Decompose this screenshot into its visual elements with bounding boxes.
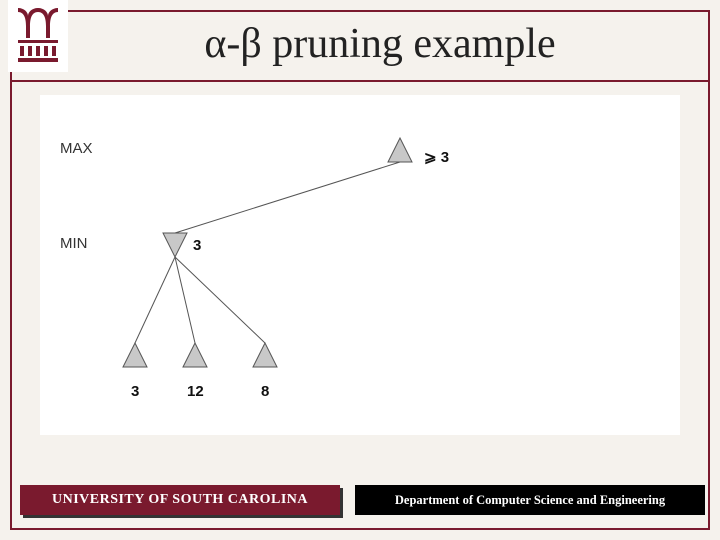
tree-node bbox=[388, 138, 412, 162]
slide-title: α-β pruning example bbox=[0, 20, 720, 68]
tree-node bbox=[253, 343, 277, 367]
tree-node bbox=[123, 343, 147, 367]
footer-department: Department of Computer Science and Engin… bbox=[355, 485, 705, 515]
tree-node bbox=[183, 343, 207, 367]
tree-node bbox=[163, 233, 187, 257]
diagram-area: MAX MIN ⩾ 3 3 3 12 8 bbox=[40, 95, 680, 435]
node-label: 8 bbox=[261, 383, 269, 400]
row-label-min: MIN bbox=[60, 235, 88, 252]
node-label: 12 bbox=[187, 383, 204, 400]
node-label: ⩾ 3 bbox=[424, 148, 449, 166]
row-label-max: MAX bbox=[60, 140, 93, 157]
university-logo bbox=[8, 0, 68, 72]
node-label: 3 bbox=[131, 383, 139, 400]
node-label: 3 bbox=[193, 237, 201, 254]
title-underline bbox=[12, 80, 708, 82]
footer-university: UNIVERSITY OF SOUTH CAROLINA bbox=[20, 485, 340, 515]
